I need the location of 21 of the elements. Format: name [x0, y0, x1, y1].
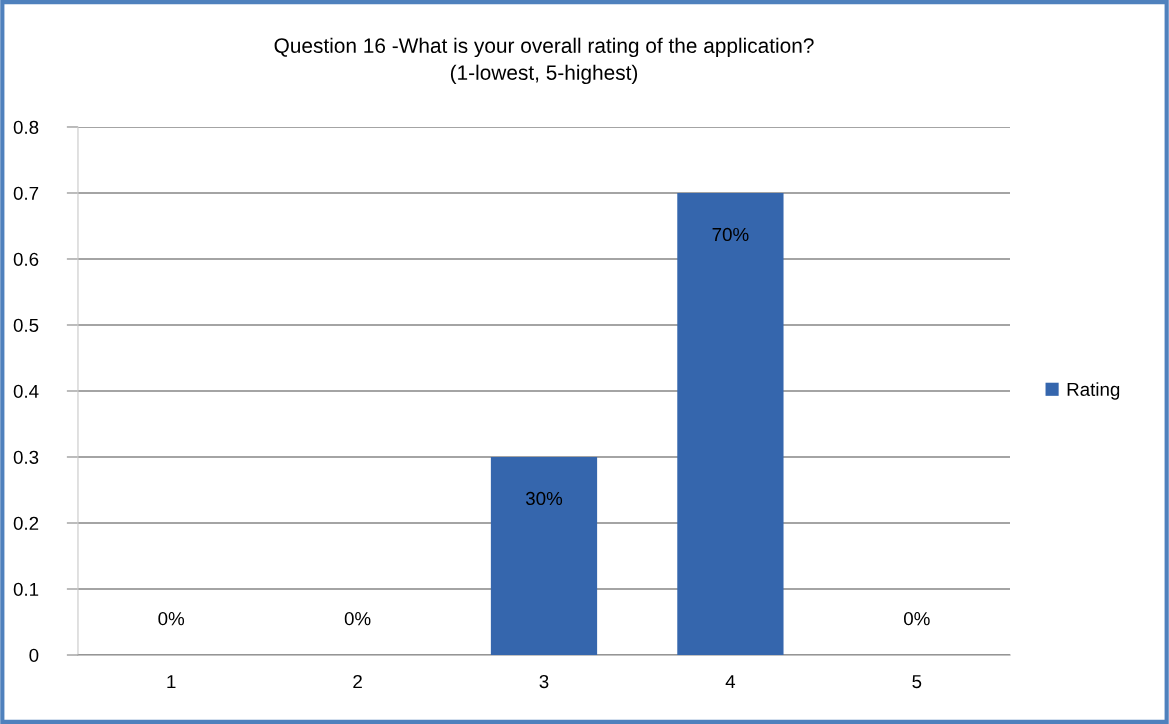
chart-title: Question 16 -What is your overall rating of the application? (1-lowest, 5-highest) [274, 37, 814, 85]
y-tick-label: 0.3 [13, 450, 39, 464]
x-tick-label: 2 [353, 674, 362, 689]
y-tick-label: 0.6 [13, 252, 39, 266]
y-tick-label: 0.7 [13, 186, 39, 200]
data-label: 0% [903, 612, 930, 626]
legend-label: Rating [1067, 382, 1120, 400]
y-tick-label: 0.8 [13, 120, 39, 134]
x-tick-label: 5 [912, 675, 922, 689]
data-label: 0% [344, 612, 371, 626]
y-tick-label: 0.2 [13, 516, 39, 530]
y-tick-label: 0.4 [13, 384, 39, 398]
data-label: 0% [158, 612, 185, 626]
x-tick-label: 1 [167, 675, 176, 689]
data-label: 70% [712, 227, 749, 242]
data-label: 30% [525, 491, 563, 506]
y-tick-label: 0.5 [13, 318, 39, 332]
y-tick-label: 0.1 [13, 582, 39, 596]
x-tick-label: 3 [539, 674, 549, 689]
y-tick-label: 0 [29, 648, 39, 662]
x-tick-label: 4 [725, 675, 736, 689]
